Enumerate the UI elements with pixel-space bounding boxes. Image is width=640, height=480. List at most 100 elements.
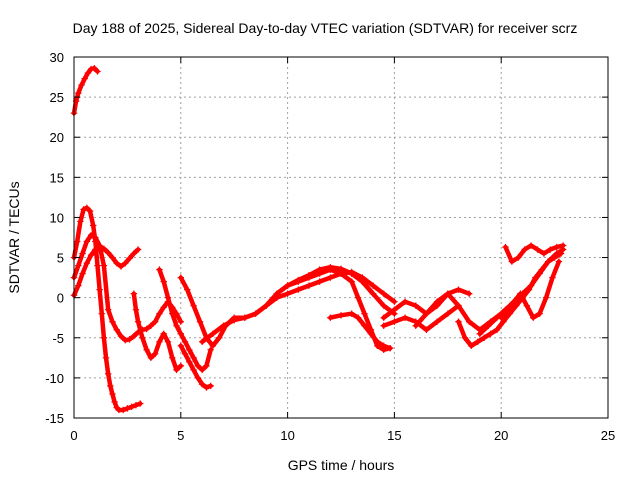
data-point-marker — [164, 338, 172, 345]
data-point-marker — [81, 75, 88, 82]
data-point-marker — [198, 381, 206, 388]
data-point-marker — [80, 206, 87, 213]
data-point-marker — [130, 290, 138, 297]
data-point-marker — [92, 234, 99, 241]
data-point-marker — [156, 338, 163, 345]
data-point-marker — [316, 270, 323, 277]
data-point-marker — [359, 278, 366, 285]
data-point-marker — [126, 255, 133, 262]
data-point-marker — [348, 310, 355, 317]
data-point-marker — [143, 325, 150, 333]
data-point-marker — [485, 322, 492, 329]
data-point-marker — [198, 366, 206, 374]
chart-title: Day 188 of 2025, Sidereal Day-to-day VTE… — [73, 20, 578, 36]
series-arc-6 — [156, 266, 214, 374]
data-point-marker — [78, 81, 85, 89]
data-point-marker — [156, 310, 163, 317]
data-point-marker — [461, 334, 469, 341]
data-point-marker — [480, 334, 488, 341]
y-tick-label: -15 — [45, 411, 64, 426]
data-point-marker — [209, 330, 217, 337]
data-point-marker — [433, 298, 441, 305]
data-point-marker — [98, 310, 105, 317]
data-point-marker — [380, 346, 387, 354]
data-point-marker — [79, 250, 86, 257]
data-point-marker — [194, 374, 202, 382]
data-point-marker — [391, 306, 398, 313]
data-point-marker — [455, 286, 462, 293]
data-point-marker — [273, 290, 281, 297]
data-point-marker — [75, 262, 82, 269]
data-point-marker — [186, 358, 193, 366]
series-line — [71, 244, 141, 298]
data-point-marker — [423, 326, 430, 333]
data-point-marker — [111, 398, 118, 406]
data-point-marker — [433, 318, 441, 325]
data-point-marker — [284, 290, 291, 297]
data-point-marker — [160, 330, 167, 337]
data-point-marker — [412, 322, 419, 329]
series-arc-17 — [476, 246, 567, 337]
data-point-marker — [380, 314, 387, 321]
data-point-marker — [156, 266, 163, 273]
data-point-marker — [117, 332, 125, 340]
data-point-marker — [241, 314, 249, 321]
series-arc-18 — [502, 242, 567, 265]
data-point-marker — [122, 259, 129, 267]
data-point-marker — [173, 322, 180, 329]
data-point-marker — [160, 278, 167, 285]
data-point-marker — [83, 238, 91, 245]
data-point-marker — [555, 258, 563, 265]
data-point-marker — [130, 250, 138, 257]
data-point-marker — [498, 314, 505, 321]
data-point-marker — [542, 294, 550, 301]
data-point-marker — [361, 322, 368, 329]
y-tick-label: 25 — [50, 90, 64, 105]
data-point-marker — [134, 318, 142, 325]
y-tick-label: 5 — [57, 251, 64, 266]
series-line — [71, 65, 100, 116]
data-point-marker — [474, 338, 481, 345]
data-point-marker — [94, 68, 101, 75]
y-tick-label: 0 — [57, 291, 64, 306]
data-point-marker — [465, 290, 473, 297]
data-point-marker — [530, 314, 537, 321]
data-point-marker — [327, 274, 334, 281]
data-point-marker — [502, 243, 509, 251]
series-line — [131, 291, 184, 373]
data-point-marker — [327, 314, 334, 321]
data-point-marker — [177, 362, 184, 370]
data-point-marker — [337, 312, 345, 319]
x-tick-label: 15 — [387, 428, 401, 443]
data-point-marker — [75, 89, 82, 97]
x-tick-label: 0 — [70, 428, 77, 443]
data-point-marker — [164, 294, 172, 301]
tick-layer: 0 5 10 15 20 25 -15 -10 -5 0 5 10 15 20 25 30 — [45, 50, 615, 443]
data-point-marker — [104, 370, 112, 378]
data-point-marker — [109, 254, 116, 261]
x-tick-label: 25 — [601, 428, 615, 443]
data-point-marker — [444, 310, 451, 317]
y-tick-label: 30 — [50, 50, 64, 65]
data-point-marker — [147, 322, 155, 329]
data-point-marker — [354, 314, 362, 321]
data-point-marker — [128, 403, 135, 410]
data-point-marker — [91, 65, 98, 72]
data-point-marker — [401, 314, 409, 321]
data-point-marker — [74, 238, 81, 245]
data-point-marker — [75, 282, 82, 289]
plot-frame — [73, 56, 609, 419]
series-arc-7 — [177, 342, 214, 391]
data-point-marker — [177, 330, 184, 337]
data-point-marker — [527, 282, 535, 289]
data-point-marker — [102, 354, 110, 362]
data-point-marker — [476, 330, 484, 337]
series-layer — [70, 65, 567, 414]
series-line — [381, 303, 461, 333]
data-point-marker — [160, 304, 167, 311]
data-point-marker — [207, 382, 214, 390]
data-point-marker — [361, 310, 368, 317]
series-line — [503, 243, 566, 264]
data-point-marker — [87, 251, 95, 259]
data-point-marker — [527, 242, 535, 249]
